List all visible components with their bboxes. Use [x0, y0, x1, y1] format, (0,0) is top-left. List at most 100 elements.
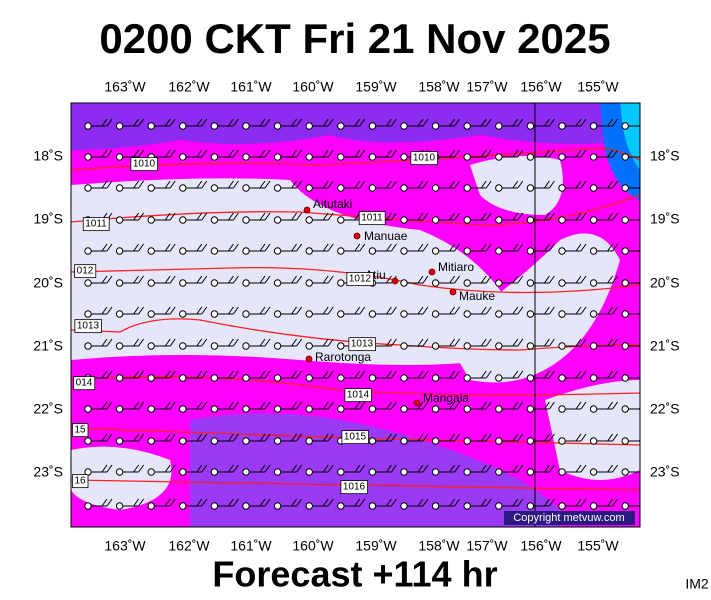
barb-feather — [196, 306, 203, 315]
isobar-label: 1013 — [351, 339, 374, 350]
barb-feather — [138, 370, 145, 379]
station — [210, 502, 219, 510]
barb-feather — [138, 433, 145, 442]
barb-feather — [138, 243, 145, 252]
barb-feather — [612, 306, 619, 315]
barb-feather — [454, 149, 461, 158]
station — [210, 153, 219, 161]
barb-feather — [485, 180, 492, 189]
barb-feather — [164, 149, 171, 158]
station — [621, 122, 629, 130]
barb-feather — [291, 118, 298, 127]
station — [337, 122, 345, 130]
station — [463, 437, 471, 445]
barb-feather — [106, 243, 113, 252]
station — [526, 216, 535, 224]
station — [431, 437, 440, 445]
station — [305, 310, 313, 318]
barb-feather — [138, 118, 145, 127]
barb-feather — [327, 243, 334, 252]
isobar-label: 1014 — [347, 390, 370, 401]
place-label: Aitutaki — [313, 197, 352, 211]
barb-feather — [232, 433, 239, 442]
barb-feather — [543, 306, 550, 315]
barb-feather — [264, 180, 271, 189]
barb-feather — [133, 464, 140, 473]
barb-feather — [106, 498, 113, 507]
barb-feather — [390, 149, 397, 158]
station — [400, 502, 408, 510]
barb-feather — [327, 149, 334, 158]
station — [495, 279, 503, 287]
station — [621, 184, 629, 192]
station — [210, 122, 219, 130]
barb-feather — [512, 464, 519, 473]
barb-feather — [485, 498, 492, 507]
barb-feather — [101, 118, 108, 127]
station — [242, 310, 250, 318]
barb-feather — [517, 243, 524, 252]
barb-feather — [612, 118, 619, 127]
barb-feather — [517, 498, 524, 507]
barb-feather — [359, 149, 366, 158]
station — [115, 279, 124, 287]
barb-feather — [449, 118, 456, 127]
barb-feather — [359, 498, 366, 507]
barb-feather — [259, 212, 266, 221]
station — [368, 247, 377, 255]
barb-feather — [644, 276, 649, 283]
barb-feather — [227, 338, 234, 347]
forecast-label: Forecast +114 hr — [212, 554, 497, 595]
barb-feather — [517, 401, 524, 410]
barb-feather — [133, 498, 140, 507]
barb-feather — [322, 212, 329, 221]
barb-feather — [227, 498, 234, 507]
longitude-label: 156˚W — [520, 538, 562, 554]
barb-feather — [454, 243, 461, 252]
barb-feather — [480, 180, 487, 189]
barb-feather — [480, 212, 487, 221]
barb-feather — [480, 401, 487, 410]
station — [558, 310, 566, 318]
station — [273, 437, 282, 445]
barb-feather — [138, 306, 145, 315]
barb-feather — [259, 149, 266, 158]
barb-feather — [232, 338, 239, 347]
barb-feather — [512, 180, 519, 189]
station — [242, 468, 250, 476]
station — [463, 279, 471, 287]
isobar-label-box — [72, 474, 89, 489]
barb-feather — [196, 149, 203, 158]
station — [621, 468, 629, 476]
barb-feather — [517, 118, 524, 127]
barb-feather — [512, 401, 519, 410]
barb-feather — [580, 243, 587, 252]
station — [400, 247, 408, 255]
barb-feather — [575, 180, 582, 189]
barb-feather — [101, 275, 108, 284]
station — [621, 405, 629, 413]
barb-feather — [133, 118, 140, 127]
barb-feather — [644, 339, 649, 346]
station — [558, 468, 566, 476]
isobar-label-box — [74, 264, 97, 279]
station — [115, 374, 124, 382]
barb-feather — [138, 338, 145, 347]
station — [337, 247, 345, 255]
longitude-label: 155˚W — [577, 538, 619, 554]
latitude-label: 22˚S — [650, 401, 680, 417]
latitude-label: 23˚S — [650, 464, 680, 480]
barb-feather — [485, 433, 492, 442]
station — [368, 153, 377, 161]
barb-feather — [327, 306, 334, 315]
axes: 163˚W 163˚W 162˚W 162˚W 161˚W 161˚W 160˚W 160˚W… — [33, 79, 679, 554]
station — [179, 216, 187, 224]
station — [337, 153, 345, 161]
barb-feather — [101, 243, 108, 252]
barb-feather — [327, 212, 334, 221]
isobar-label-box — [410, 151, 438, 166]
barb-feather — [422, 498, 429, 507]
isobar-label: 1012 — [349, 274, 372, 285]
barb-feather — [359, 401, 366, 410]
station — [84, 405, 92, 413]
